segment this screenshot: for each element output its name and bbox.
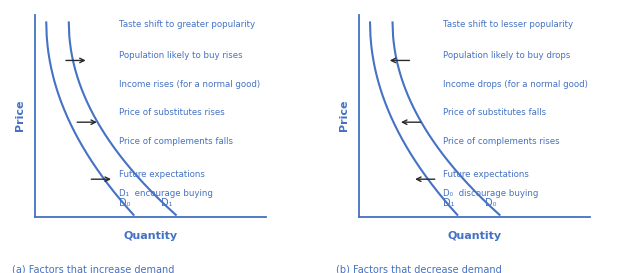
Text: D₀: D₀: [485, 198, 497, 208]
Text: (a) Factors that increase demand: (a) Factors that increase demand: [12, 265, 175, 273]
Text: Quantity: Quantity: [124, 231, 177, 241]
Text: Population likely to buy rises: Population likely to buy rises: [119, 51, 243, 60]
Text: Taste shift to lesser popularity: Taste shift to lesser popularity: [443, 20, 573, 29]
Text: (b) Factors that decrease demand: (b) Factors that decrease demand: [336, 265, 502, 273]
Text: Price of complements falls: Price of complements falls: [119, 137, 233, 146]
Text: Future expectations: Future expectations: [443, 170, 529, 179]
Text: D₀  discourage buying: D₀ discourage buying: [443, 189, 539, 198]
Text: Price of complements rises: Price of complements rises: [443, 137, 560, 146]
Text: Future expectations: Future expectations: [119, 170, 205, 179]
Text: D₁: D₁: [443, 198, 454, 208]
Text: Population likely to buy drops: Population likely to buy drops: [443, 51, 570, 60]
Text: Price of substitutes falls: Price of substitutes falls: [443, 108, 547, 117]
Text: D₀: D₀: [119, 198, 130, 208]
Text: D₁: D₁: [162, 198, 173, 208]
Text: Taste shift to greater popularity: Taste shift to greater popularity: [119, 20, 256, 29]
Text: Price: Price: [16, 99, 26, 131]
Text: Income drops (for a normal good): Income drops (for a normal good): [443, 80, 588, 89]
Text: D₁  encourage buying: D₁ encourage buying: [119, 189, 213, 198]
Text: Income rises (for a normal good): Income rises (for a normal good): [119, 80, 261, 89]
Text: Price: Price: [339, 99, 349, 131]
Text: Price of substitutes rises: Price of substitutes rises: [119, 108, 225, 117]
Text: Quantity: Quantity: [447, 231, 501, 241]
